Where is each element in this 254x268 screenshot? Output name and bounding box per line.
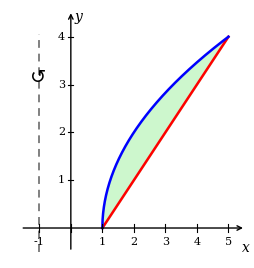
Text: 2: 2 bbox=[58, 127, 65, 137]
Text: y: y bbox=[74, 10, 82, 24]
Text: x: x bbox=[241, 241, 249, 255]
Text: 3: 3 bbox=[161, 237, 168, 247]
Text: 1: 1 bbox=[58, 175, 65, 185]
Text: -1: -1 bbox=[34, 237, 44, 247]
Text: 3: 3 bbox=[58, 80, 65, 90]
Text: 4: 4 bbox=[193, 237, 200, 247]
Text: 5: 5 bbox=[224, 237, 231, 247]
Text: 1: 1 bbox=[98, 237, 105, 247]
Text: 2: 2 bbox=[130, 237, 137, 247]
Text: ↺: ↺ bbox=[29, 68, 46, 87]
Text: 4: 4 bbox=[58, 32, 65, 42]
